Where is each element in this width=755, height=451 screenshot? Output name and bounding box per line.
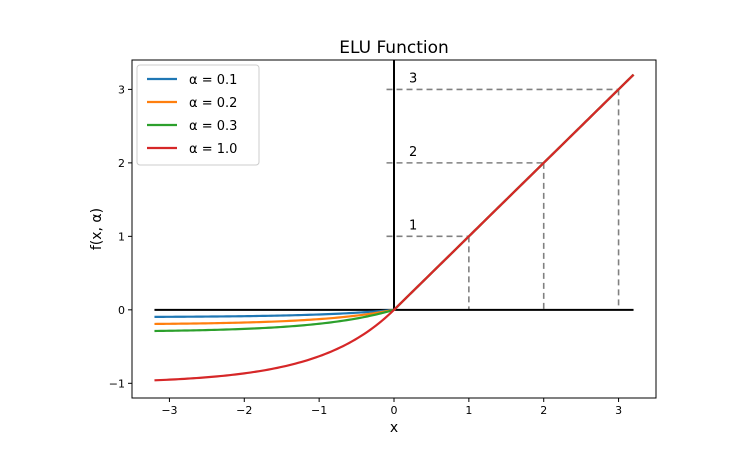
annotation-label: 2 (409, 145, 417, 160)
y-tick-label: 1 (118, 230, 125, 243)
chart-title: ELU Function (339, 38, 449, 58)
legend: α = 0.1 α = 0.2 α = 0.3 α = 1.0 (136, 64, 260, 166)
x-tick-label: 1 (465, 404, 472, 417)
x-tick-label: −3 (161, 404, 177, 417)
legend-label: α = 0.3 (189, 119, 237, 134)
x-tick-label: −2 (236, 404, 252, 417)
series-line (154, 73, 635, 382)
legend-label: α = 0.1 (189, 73, 237, 88)
y-tick-label: −1 (109, 377, 125, 390)
x-tick-label: 0 (391, 404, 398, 417)
annotation-label: 3 (409, 71, 417, 86)
x-tick-label: 2 (540, 404, 547, 417)
legend-label: α = 1.0 (189, 142, 237, 157)
legend-label: α = 0.2 (189, 96, 237, 111)
y-tick-label: 0 (118, 304, 125, 317)
x-axis-label: x (390, 420, 398, 436)
y-tick-label: 2 (118, 157, 125, 170)
x-tick-label: 3 (615, 404, 622, 417)
annotation-label: 1 (409, 218, 417, 233)
y-axis-label: f(x, α) (89, 208, 105, 250)
plot-area: −3 −2 −1 0 1 2 3 −1 0 1 2 3 1 2 3 (109, 59, 657, 417)
legend-box (136, 64, 260, 166)
y-tick-label: 3 (118, 83, 125, 96)
x-tick-label: −1 (311, 404, 327, 417)
